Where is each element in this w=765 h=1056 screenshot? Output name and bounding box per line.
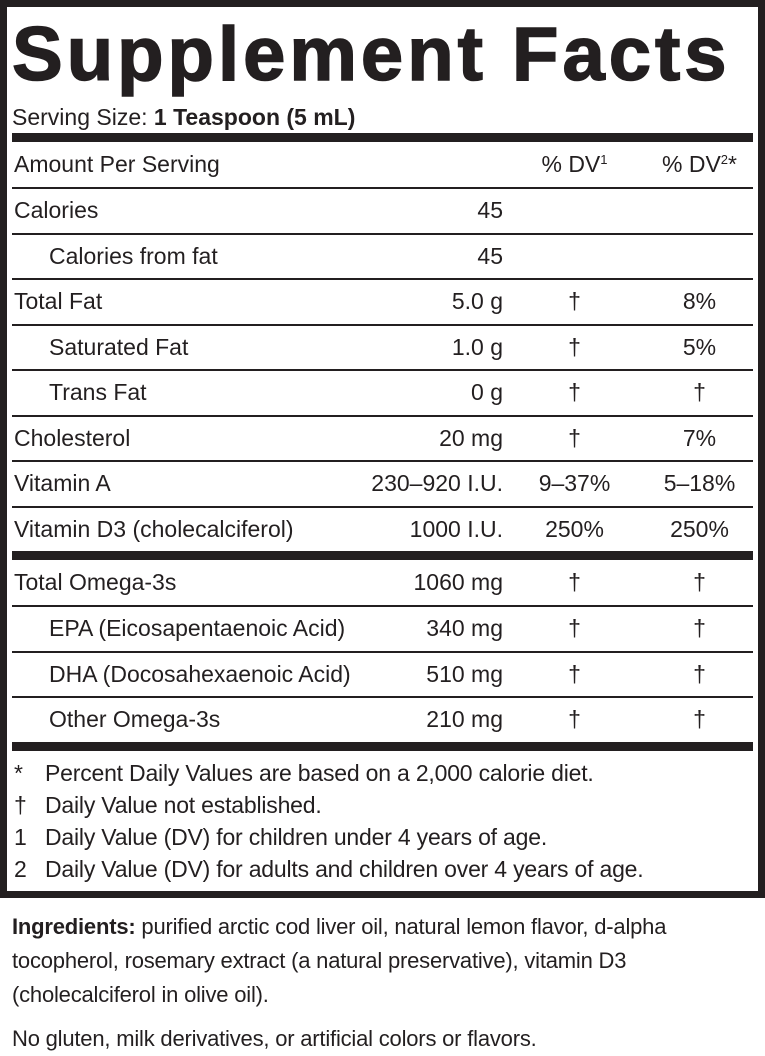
- nutrient-amount: 1060 mg: [413, 569, 503, 595]
- nutrient-name: Other Omega-3s: [49, 706, 221, 732]
- footnote-symbol: †: [14, 791, 27, 818]
- dv1-sup: 1: [600, 152, 608, 167]
- footnote: * Percent Daily Values are based on a 2,0…: [12, 757, 753, 789]
- dv2-header: % DV2*: [637, 142, 762, 187]
- dv2-value: 7%: [682, 424, 717, 451]
- footnote: 2 Daily Value (DV) for adults and childre…: [12, 853, 753, 885]
- dv1-value: †: [568, 424, 581, 451]
- nutrient-row: Calories 45: [12, 187, 753, 233]
- thick-rule: [12, 551, 753, 560]
- nutrient-amount: 1.0 g: [451, 333, 503, 360]
- footnote-text: Percent Daily Values are based on a 2,00…: [45, 759, 594, 786]
- nutrient-row: Vitamin D3 (cholecalciferol) 1000 I.U. 250…: [12, 505, 753, 552]
- dv2-value: 5–18%: [663, 470, 736, 496]
- dv1-value: †: [568, 288, 581, 314]
- nutrient-amount: 510 mg: [426, 660, 503, 687]
- nutrient-row: Cholesterol 20 mg † 7%: [12, 414, 753, 461]
- dv2-value: †: [693, 379, 706, 405]
- title: Supplement Facts: [11, 11, 731, 98]
- nutrient-name: Total Omega-3s: [14, 569, 177, 595]
- nutrient-name: DHA (Docosahexaenoic Acid): [49, 660, 351, 687]
- dv2-value: †: [693, 569, 706, 595]
- nutrient-amount: 230–920 I.U.: [371, 470, 503, 496]
- dv2-text: % DV: [662, 151, 721, 177]
- footnote: † Daily Value not established.: [12, 789, 753, 821]
- footnote-text: Daily Value not established.: [45, 791, 322, 818]
- footnote-text: Daily Value (DV) for children under 4 ye…: [45, 823, 548, 850]
- nutrient-amount: 210 mg: [426, 706, 503, 732]
- dv1-value: †: [568, 333, 581, 360]
- footnote-text: Daily Value (DV) for adults and children…: [45, 855, 644, 882]
- dv2-value: †: [693, 660, 706, 687]
- dv2-sup: 2: [720, 152, 729, 167]
- nutrient-row: Total Omega-3s 1060 mg † †: [12, 560, 753, 605]
- dv2-value: †: [693, 706, 706, 732]
- note: No gluten, milk derivatives, or artifici…: [12, 1026, 537, 1051]
- nutrient-amount: 1000 I.U.: [409, 515, 503, 542]
- serving-value: 1 Teaspoon (5 mL): [153, 104, 356, 130]
- footnote: 1 Daily Value (DV) for children under 4 y…: [12, 821, 753, 853]
- nutrient-amount: 20 mg: [439, 424, 503, 451]
- facts-panel: Supplement Facts Serving Size: 1 Teaspoo…: [0, 0, 765, 898]
- nutrient-row: DHA (Docosahexaenoic Acid) 510 mg † †: [12, 650, 753, 697]
- column-header: Amount Per Serving % DV1 % DV2*: [12, 142, 753, 187]
- serving-label: Serving Size:: [12, 104, 148, 130]
- sections: Calories 45 Calories from fat 45 Total Fat 5.…: [12, 187, 753, 751]
- footnote-symbol: *: [14, 759, 23, 786]
- dv1-value: †: [568, 379, 581, 405]
- ingredients-label: Ingredients:: [12, 914, 136, 939]
- nutrient-name: Vitamin A: [14, 470, 111, 496]
- dv1-value: 250%: [545, 515, 604, 542]
- ingredients: Ingredients: purified arctic cod liver o…: [12, 910, 757, 1012]
- dv1-value: †: [568, 615, 581, 641]
- nutrient-amount: 0 g: [471, 379, 503, 405]
- nutrient-name: Trans Fat: [49, 379, 147, 405]
- dv2-mark: *: [728, 151, 737, 177]
- amount-header: Amount Per Serving: [14, 151, 220, 177]
- dv1-header: % DV1: [512, 142, 637, 187]
- dv1-value: 9–37%: [538, 470, 611, 496]
- nutrient-row: Calories from fat 45: [12, 232, 753, 279]
- thick-rule: [12, 133, 753, 142]
- nutrient-name: Cholesterol: [14, 424, 131, 451]
- dv2-value: 5%: [682, 333, 717, 360]
- dv1-value: †: [568, 569, 581, 595]
- nutrient-name: EPA (Eicosapentaenoic Acid): [49, 615, 346, 641]
- nutrient-amount: 340 mg: [426, 615, 503, 641]
- dv2-value: †: [693, 615, 706, 641]
- nutrient-name: Vitamin D3 (cholecalciferol): [14, 515, 294, 542]
- footnote-symbol: 1: [14, 823, 27, 850]
- ingredients-text: purified arctic cod liver oil, natural l…: [12, 914, 667, 1007]
- nutrient-amount: 5.0 g: [451, 288, 503, 314]
- nutrient-row: Total Fat 5.0 g † 8%: [12, 278, 753, 324]
- dv2-value: 250%: [670, 515, 729, 542]
- nutrient-name: Calories from fat: [49, 242, 218, 269]
- footnote-symbol: 2: [14, 855, 27, 882]
- serving-size: Serving Size: 1 Teaspoon (5 mL): [12, 103, 753, 133]
- dv1-value: †: [568, 706, 581, 732]
- nutrient-row: Vitamin A 230–920 I.U. 9–37% 5–18%: [12, 460, 753, 506]
- dv2-value: 8%: [682, 288, 717, 314]
- dv1-text: % DV: [541, 151, 601, 177]
- thick-rule: [12, 741, 753, 751]
- nutrient-row: EPA (Eicosapentaenoic Acid) 340 mg † †: [12, 605, 753, 651]
- dv1-value: †: [568, 660, 581, 687]
- nutrient-name: Saturated Fat: [49, 333, 189, 360]
- nutrient-amount: 45: [477, 197, 503, 223]
- nutrient-row: Trans Fat 0 g † †: [12, 369, 753, 415]
- nutrient-row: Saturated Fat 1.0 g † 5%: [12, 323, 753, 370]
- nutrient-row: Other Omega-3s 210 mg † †: [12, 696, 753, 742]
- nutrient-amount: 45: [477, 242, 503, 269]
- nutrient-name: Total Fat: [14, 288, 103, 314]
- nutrient-name: Calories: [14, 197, 99, 223]
- footnotes: * Percent Daily Values are based on a 2,0…: [12, 751, 753, 885]
